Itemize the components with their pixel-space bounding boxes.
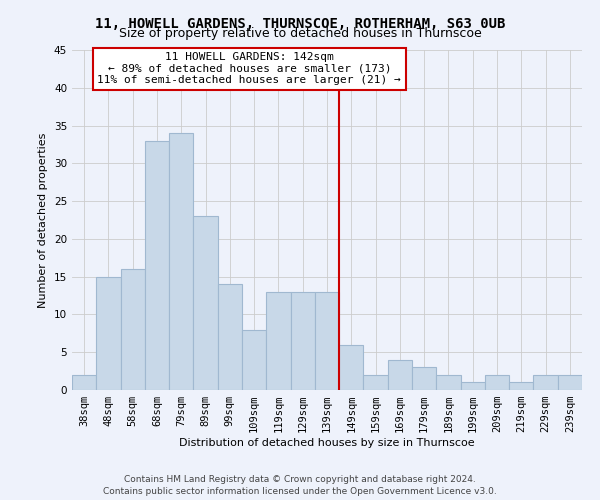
Bar [169, 133, 193, 390]
Text: Contains HM Land Registry data © Crown copyright and database right 2024.
Contai: Contains HM Land Registry data © Crown c… [103, 474, 497, 496]
Bar [266, 292, 290, 390]
Text: 11, HOWELL GARDENS, THURNSCOE, ROTHERHAM, S63 0UB: 11, HOWELL GARDENS, THURNSCOE, ROTHERHAM… [95, 18, 505, 32]
X-axis label: Distribution of detached houses by size in Thurnscoe: Distribution of detached houses by size … [179, 438, 475, 448]
Bar [96, 276, 121, 390]
Bar [509, 382, 533, 390]
Bar [485, 375, 509, 390]
Bar [461, 382, 485, 390]
Text: 11 HOWELL GARDENS: 142sqm
← 89% of detached houses are smaller (173)
11% of semi: 11 HOWELL GARDENS: 142sqm ← 89% of detac… [97, 52, 401, 86]
Bar [364, 375, 388, 390]
Bar [121, 269, 145, 390]
Bar [558, 375, 582, 390]
Bar [290, 292, 315, 390]
Bar [339, 344, 364, 390]
Bar [388, 360, 412, 390]
Bar [533, 375, 558, 390]
Bar [242, 330, 266, 390]
Bar [72, 375, 96, 390]
Bar [436, 375, 461, 390]
Bar [315, 292, 339, 390]
Text: Size of property relative to detached houses in Thurnscoe: Size of property relative to detached ho… [119, 28, 481, 40]
Bar [218, 284, 242, 390]
Bar [145, 140, 169, 390]
Bar [193, 216, 218, 390]
Y-axis label: Number of detached properties: Number of detached properties [38, 132, 49, 308]
Bar [412, 368, 436, 390]
